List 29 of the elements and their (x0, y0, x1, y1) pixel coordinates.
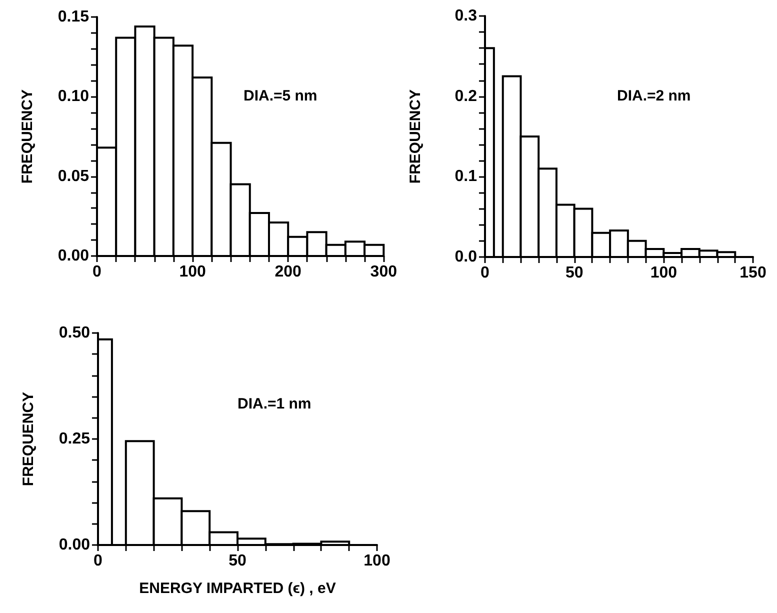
x-axis-title: ENERGY IMPARTED (ϵ) , eV (139, 580, 336, 597)
x-tick-label: 200 (274, 264, 302, 280)
x-tick-label: 100 (364, 552, 390, 570)
y-axis-title: FREQUENCY (20, 392, 37, 486)
x-tick-label: 150 (740, 264, 766, 282)
y-axis-title: FREQUENCY (407, 89, 424, 184)
x-tick-label: 100 (650, 264, 678, 282)
y-tick-label: 0.50 (58, 324, 90, 342)
y-tick-label: 0.0 (454, 248, 478, 266)
y-tick-label: 0.00 (58, 536, 90, 554)
x-tick-label: 100 (179, 264, 206, 280)
y-tick-label: 0.00 (58, 248, 90, 264)
y-axis-title: FREQUENCY (19, 89, 36, 184)
x-tick-label: 0 (94, 552, 103, 570)
x-tick-label: 50 (565, 264, 584, 282)
x-tick-label: 0 (480, 264, 490, 282)
annotation: DIA.=1 nm (238, 396, 312, 413)
y-tick-label: 0.1 (454, 168, 478, 186)
y-tick-label: 0.10 (58, 88, 90, 106)
x-tick-label: 50 (228, 552, 246, 570)
x-tick-label: 0 (92, 264, 102, 280)
y-tick-label: 0.3 (454, 8, 478, 24)
y-tick-label: 0.2 (454, 88, 478, 105)
y-tick-label: 0.15 (58, 8, 90, 26)
annotation: DIA.=2 nm (617, 87, 691, 104)
x-tick-label: 300 (370, 264, 398, 280)
y-tick-label: 0.05 (58, 168, 90, 185)
y-tick-label: 0.25 (58, 430, 90, 448)
annotation: DIA.=5 nm (244, 88, 318, 105)
